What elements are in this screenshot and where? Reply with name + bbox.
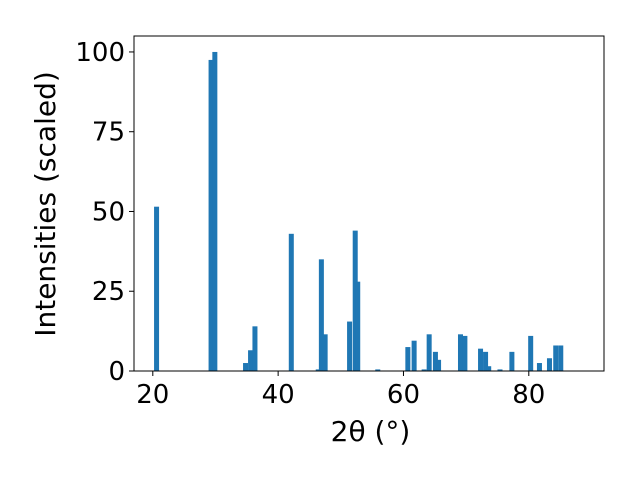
- bar-6: [288, 233, 294, 371]
- bar-0: [154, 206, 160, 371]
- y-axis-label: Intensities (scaled): [29, 71, 62, 337]
- bar-23: [483, 351, 489, 371]
- bar-15: [411, 340, 417, 371]
- bar-5: [252, 326, 258, 371]
- y-tick-label-1: 25: [92, 277, 125, 307]
- bar-22: [478, 348, 484, 371]
- plot-frame: [133, 35, 605, 372]
- bar-21: [462, 335, 468, 371]
- x-tick-label-3: 80: [512, 380, 545, 410]
- bar-10: [347, 321, 353, 371]
- bar-26: [509, 351, 515, 371]
- x-tick-label-0: 20: [136, 380, 169, 410]
- bar-1: [208, 59, 214, 372]
- y-tick-label-3: 75: [92, 118, 125, 148]
- bar-25: [497, 369, 503, 371]
- bar-19: [436, 359, 442, 371]
- bar-17: [426, 334, 432, 371]
- bar-31: [558, 345, 564, 371]
- bar-7: [315, 369, 321, 371]
- bar-29: [546, 358, 552, 371]
- bar-16: [421, 369, 427, 371]
- bar-30: [553, 345, 559, 371]
- x-tick-label-1: 40: [262, 380, 295, 410]
- bar-14: [405, 347, 411, 371]
- bars-group: [154, 51, 564, 372]
- bar-20: [457, 334, 463, 371]
- bar-9: [322, 334, 328, 371]
- bar-12: [355, 281, 361, 371]
- bar-3: [243, 363, 249, 371]
- bar-2: [212, 51, 218, 371]
- bar-27: [528, 335, 534, 371]
- y-tick-label-0: 0: [108, 357, 125, 387]
- bar-13: [375, 369, 381, 371]
- bar-4: [248, 350, 254, 371]
- y-tick-label-2: 50: [92, 197, 125, 227]
- x-tick-label-2: 60: [387, 380, 420, 410]
- bar-24: [486, 366, 492, 371]
- bar-11: [352, 230, 358, 371]
- bar-8: [318, 259, 324, 371]
- axes-group: 20 40 60 80 0 25 50 75 100: [75, 35, 605, 410]
- x-axis-label: 2θ (°): [331, 415, 411, 448]
- bar-28: [536, 363, 542, 371]
- y-tick-label-4: 100: [75, 38, 125, 68]
- bar-18: [432, 351, 438, 371]
